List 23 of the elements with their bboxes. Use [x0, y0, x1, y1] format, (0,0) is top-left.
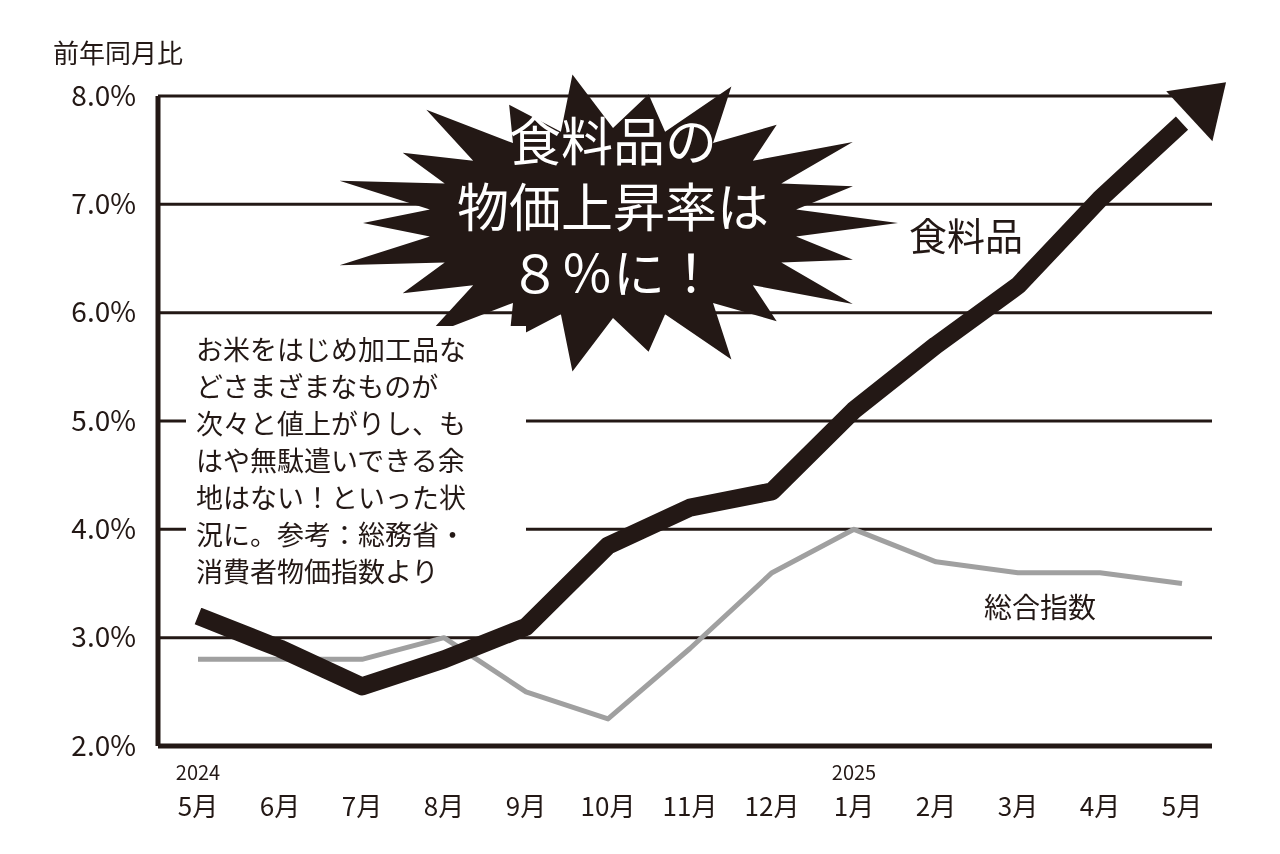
- y-tick-label: 4.0%: [71, 507, 136, 548]
- y-tick-label: 8.0%: [71, 73, 136, 114]
- series-label: 食料品: [908, 206, 1024, 262]
- x-tick-label: 9月: [505, 786, 547, 823]
- y-tick-label: 2.0%: [71, 723, 136, 764]
- x-tick-label: 10月: [580, 786, 636, 823]
- x-tick-label: 3月: [997, 786, 1039, 823]
- annotation: お米をはじめ加工品などさまざまなものが次々と値上がりし、もはや無駄遣いできる余地はない！といった状況に。参考：総務省・消費者物価指数より: [196, 329, 466, 590]
- y-axis-title: 前年同月比: [53, 33, 184, 70]
- annotation: 食料品の物価上昇率は８％に！: [456, 101, 770, 308]
- y-tick-label: 3.0%: [71, 615, 136, 656]
- x-tick-label: 4月: [1079, 786, 1121, 823]
- x-tick-label: 7月: [341, 786, 383, 823]
- series-label: 総合指数: [983, 585, 1097, 626]
- x-tick-label: 12月: [744, 786, 800, 823]
- x-tick-label: 8月: [423, 786, 465, 823]
- y-tick-label: 6.0%: [71, 290, 136, 331]
- x-tick-label: 6月: [259, 786, 301, 823]
- y-tick-label: 7.0%: [71, 182, 136, 223]
- x-tick-label: 2月: [915, 786, 957, 823]
- x-tick-label: 5月: [1161, 786, 1203, 823]
- x-tick-label: 11月: [662, 786, 718, 823]
- y-tick-label: 5.0%: [71, 398, 136, 439]
